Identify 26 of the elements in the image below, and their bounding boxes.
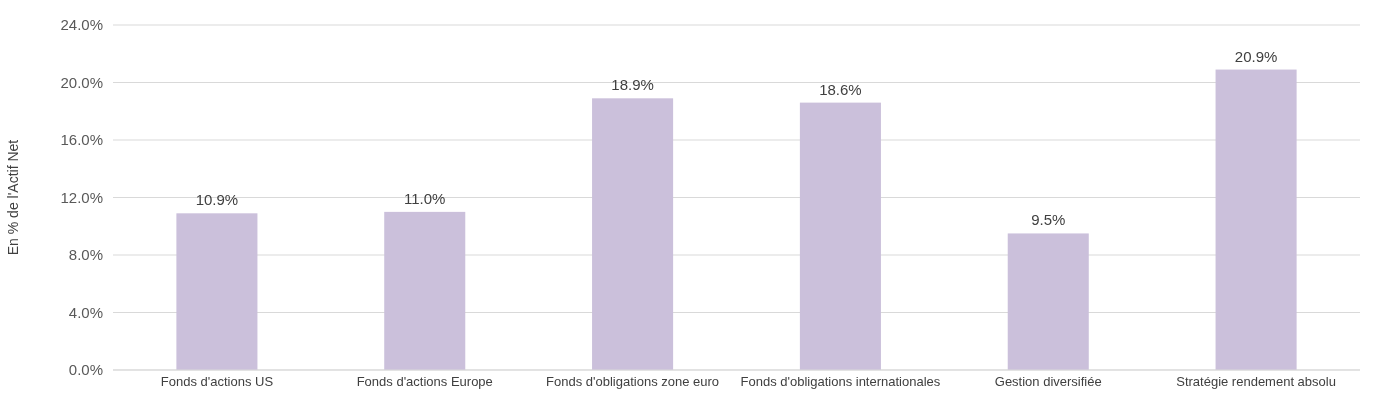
y-tick-label: 16.0%: [60, 131, 103, 149]
bar: [592, 98, 674, 370]
y-axis-title: En % de l'Actif Net: [5, 139, 21, 256]
y-tick-label: 24.0%: [60, 16, 103, 34]
y-tick-label: 8.0%: [68, 246, 103, 264]
data-label: 18.9%: [611, 76, 654, 94]
y-tick-label: 4.0%: [68, 303, 103, 321]
x-tick-label: Fonds d'obligations zone euro: [546, 374, 720, 389]
y-tick-label: 12.0%: [60, 188, 103, 206]
x-tick-label: Fonds d'actions US: [160, 374, 274, 389]
x-tick-label: Gestion diversifiée: [994, 374, 1102, 389]
bar: [176, 213, 258, 370]
x-tick-label: Fonds d'actions Europe: [356, 374, 493, 389]
bar: [384, 211, 466, 370]
bar: [799, 102, 881, 370]
data-label: 10.9%: [195, 191, 239, 209]
data-label: 9.5%: [1031, 211, 1066, 229]
data-label: 20.9%: [1234, 47, 1278, 65]
bar: [1007, 233, 1089, 370]
x-tick-label: Stratégie rendement absolu: [1176, 374, 1336, 389]
data-label: 18.6%: [819, 80, 862, 98]
x-tick-label: Fonds d'obligations internationales: [740, 374, 941, 389]
bar: [1215, 69, 1297, 370]
data-label: 11.0%: [404, 189, 446, 207]
y-tick-label: 20.0%: [60, 73, 103, 91]
y-tick-label: 0.0%: [68, 361, 103, 379]
